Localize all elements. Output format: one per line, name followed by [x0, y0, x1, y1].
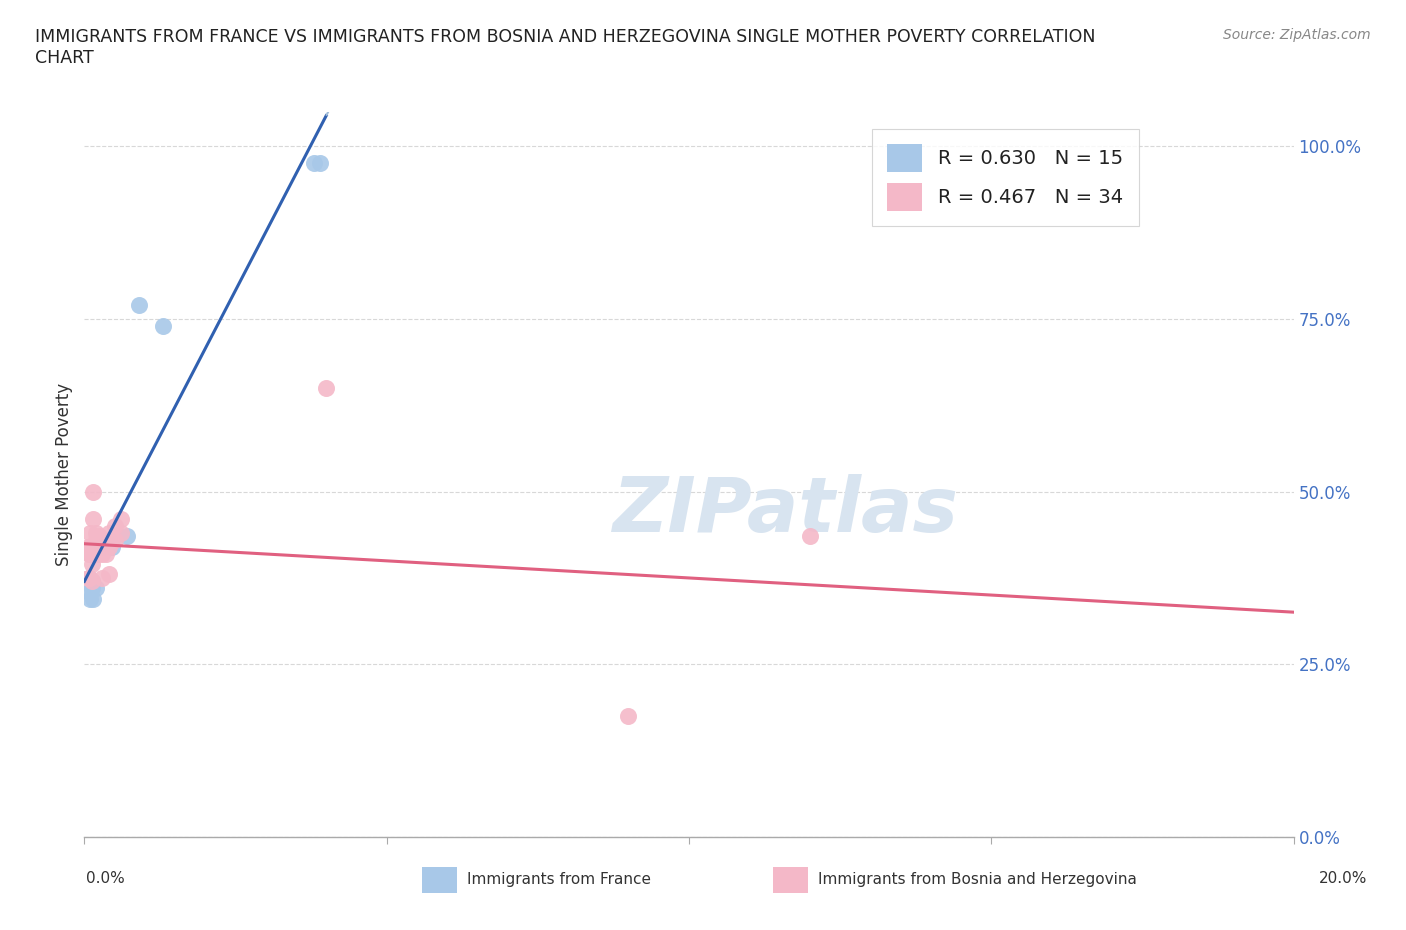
Text: Immigrants from Bosnia and Herzegovina: Immigrants from Bosnia and Herzegovina — [818, 872, 1137, 887]
Point — [104, 533, 127, 548]
Point — [82, 574, 104, 589]
Point — [82, 591, 104, 606]
Point — [97, 539, 120, 554]
Point — [77, 539, 100, 554]
Point — [86, 533, 108, 548]
Point — [79, 546, 101, 561]
Point — [97, 525, 120, 540]
Text: Source: ZipAtlas.com: Source: ZipAtlas.com — [1223, 28, 1371, 42]
Point — [152, 318, 174, 333]
Point — [100, 539, 122, 554]
Point — [77, 570, 100, 585]
Point — [115, 529, 138, 544]
Point — [91, 533, 114, 548]
Point — [80, 574, 103, 589]
Point — [86, 581, 108, 596]
Point — [77, 584, 100, 599]
Point — [80, 557, 103, 572]
Point — [94, 533, 117, 548]
Point — [86, 533, 108, 548]
Point — [110, 512, 132, 526]
Point — [309, 156, 332, 171]
Point — [86, 546, 108, 561]
Point — [97, 567, 120, 582]
Text: 0.0%: 0.0% — [86, 871, 125, 886]
Point — [302, 156, 325, 171]
Text: 20.0%: 20.0% — [1319, 871, 1367, 886]
Point — [86, 525, 108, 540]
Y-axis label: Single Mother Poverty: Single Mother Poverty — [55, 383, 73, 565]
Point — [77, 570, 100, 585]
Point — [80, 581, 103, 596]
Point — [104, 519, 127, 534]
Point — [617, 709, 640, 724]
Point — [86, 546, 108, 561]
Point — [82, 485, 104, 499]
Point — [79, 591, 101, 606]
Point — [110, 525, 132, 540]
Point — [91, 570, 114, 585]
Point — [77, 570, 100, 585]
Text: Immigrants from France: Immigrants from France — [467, 872, 651, 887]
Point — [79, 525, 101, 540]
Point — [799, 529, 821, 544]
Text: IMMIGRANTS FROM FRANCE VS IMMIGRANTS FROM BOSNIA AND HERZEGOVINA SINGLE MOTHER P: IMMIGRANTS FROM FRANCE VS IMMIGRANTS FRO… — [35, 28, 1095, 67]
Point — [128, 298, 150, 312]
Point — [100, 533, 122, 548]
Point — [79, 539, 101, 554]
Point — [89, 529, 111, 544]
Point — [94, 546, 117, 561]
Point — [77, 546, 100, 561]
Legend: R = 0.630   N = 15, R = 0.467   N = 34: R = 0.630 N = 15, R = 0.467 N = 34 — [872, 128, 1139, 226]
Text: ZIPatlas: ZIPatlas — [613, 473, 959, 548]
Point — [97, 533, 120, 548]
Point — [91, 546, 114, 561]
Point — [91, 539, 114, 554]
Point — [77, 570, 100, 585]
Point — [82, 512, 104, 526]
Point — [315, 380, 337, 395]
